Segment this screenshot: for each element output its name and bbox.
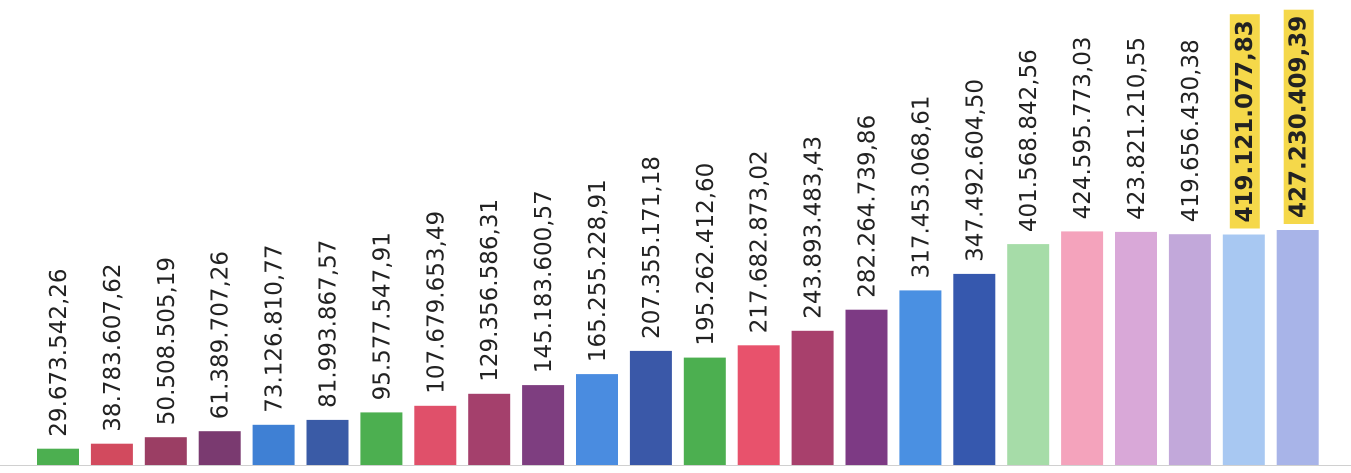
bar-18 [953, 273, 996, 465]
bar-21 [1115, 231, 1157, 465]
value-label-2: 38.783.607,62 [100, 263, 126, 431]
value-label-text: 401.568.842,56 [1016, 49, 1042, 232]
value-label-15: 243.893.483,43 [801, 136, 827, 319]
value-label-highlight [1283, 9, 1314, 224]
value-label-text: 317.453.068,61 [908, 95, 934, 278]
bar-23 [1222, 234, 1265, 465]
value-label-text: 61.389.707,26 [208, 251, 234, 419]
bar-7 [360, 412, 403, 465]
value-label-22: 419.656.430,38 [1178, 39, 1204, 222]
bar-6 [306, 419, 349, 465]
bar-15 [791, 330, 834, 465]
value-label-1: 29.673.542,26 [46, 268, 72, 436]
value-label-9: 129.356.586,31 [477, 199, 503, 382]
value-label-14: 217.682.873,02 [747, 150, 773, 333]
bar-14 [737, 345, 780, 465]
value-label-21: 423.821.210,55 [1124, 37, 1150, 220]
value-label-text: 107.679.653,49 [423, 211, 449, 394]
bar-22 [1168, 234, 1211, 465]
value-label-text: 129.356.586,31 [477, 199, 503, 382]
value-label-8: 107.679.653,49 [423, 211, 449, 394]
bar-10 [522, 385, 565, 465]
value-label-3: 50.508.505,19 [154, 257, 180, 425]
value-label-text: 282.264.739,86 [855, 115, 881, 298]
bars-group [37, 230, 1319, 465]
value-label-text: 50.508.505,19 [154, 257, 180, 425]
value-label-text: 145.183.600,57 [531, 190, 557, 373]
value-label-text: 73.126.810,77 [262, 245, 288, 413]
value-label-4: 61.389.707,26 [208, 251, 234, 419]
value-label-19: 401.568.842,56 [1016, 49, 1042, 232]
bar-11 [576, 374, 618, 465]
value-label-text: 427.230.409,39 [1286, 16, 1312, 218]
value-label-7: 95.577.547,91 [369, 232, 395, 400]
bar-2 [90, 443, 133, 465]
value-label-17: 317.453.068,61 [908, 95, 934, 278]
bar-12 [629, 350, 672, 465]
value-label-16: 282.264.739,86 [855, 115, 881, 298]
value-label-11: 165.255.228,91 [585, 179, 611, 362]
bar-13 [683, 357, 726, 465]
value-label-text: 419.656.430,38 [1178, 39, 1204, 222]
bar-9 [468, 393, 511, 465]
value-label-text: 347.492.604,50 [962, 79, 988, 262]
bar-19 [1007, 244, 1050, 465]
value-label-highlight [1229, 14, 1260, 229]
value-label-text: 165.255.228,91 [585, 179, 611, 362]
value-label-text: 38.783.607,62 [100, 263, 126, 431]
value-label-text: 424.595.773,03 [1070, 36, 1096, 219]
value-label-24: 427.230.409,39 [1283, 9, 1314, 224]
value-label-18: 347.492.604,50 [962, 79, 988, 262]
bar-8 [414, 405, 457, 465]
value-label-text: 243.893.483,43 [801, 136, 827, 319]
value-label-text: 29.673.542,26 [46, 268, 72, 436]
bar-1 [37, 448, 79, 465]
bar-5 [252, 424, 295, 465]
value-label-text: 217.682.873,02 [747, 150, 773, 333]
value-label-text: 207.355.171,18 [639, 156, 665, 339]
value-label-6: 81.993.867,57 [316, 240, 342, 408]
bar-3 [144, 437, 187, 465]
value-label-text: 419.121.077,83 [1232, 20, 1258, 222]
bar-20 [1061, 231, 1104, 465]
value-label-12: 207.355.171,18 [639, 156, 665, 339]
value-label-20: 424.595.773,03 [1070, 36, 1096, 219]
bar-4 [198, 431, 241, 465]
value-label-text: 95.577.547,91 [369, 232, 395, 400]
value-label-23: 419.121.077,83 [1229, 14, 1260, 229]
value-label-13: 195.262.412,60 [693, 163, 719, 346]
value-label-10: 145.183.600,57 [531, 190, 557, 373]
bar-17 [899, 290, 942, 465]
value-label-text: 195.262.412,60 [693, 163, 719, 346]
value-labels-group: 29.673.542,26 38.783.607,62 50.508.505,19 6… [46, 9, 1314, 437]
bar-24 [1276, 230, 1319, 465]
value-label-5: 73.126.810,77 [262, 245, 288, 413]
bar-16 [845, 309, 888, 465]
value-label-text: 423.821.210,55 [1124, 37, 1150, 220]
value-label-text: 81.993.867,57 [316, 240, 342, 408]
